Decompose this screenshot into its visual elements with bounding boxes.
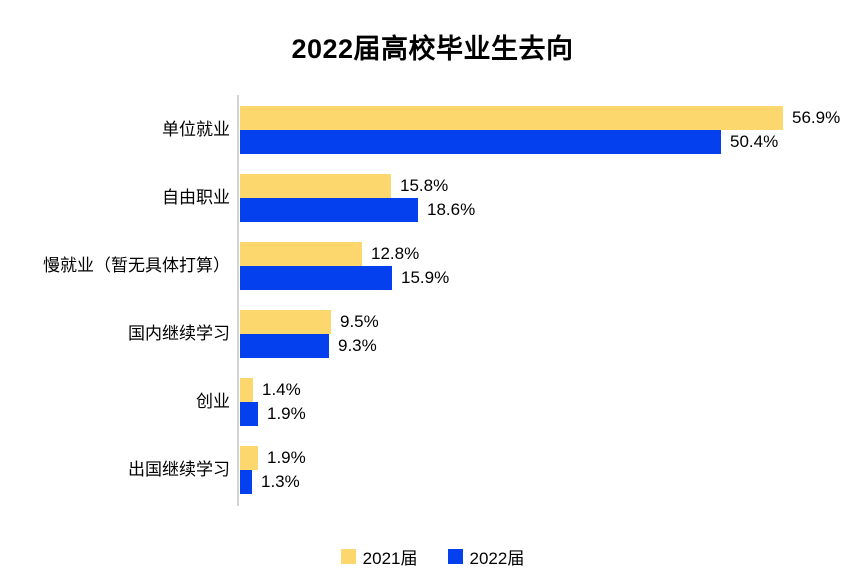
category-label: 自由职业 [162, 188, 230, 207]
category-label: 慢就业（暂无具体打算） [43, 256, 230, 275]
bar-row: 1.9% [240, 402, 306, 426]
bar-pair: 9.5% 9.3% [240, 310, 379, 358]
value-label: 56.9% [792, 108, 841, 127]
bar-row: 56.9% [240, 106, 840, 130]
legend-swatch [340, 549, 356, 564]
bar-pair: 12.8% 15.9% [240, 242, 449, 290]
legend-label: 2022届 [469, 549, 525, 568]
bar-2022届 [240, 266, 392, 290]
value-label: 1.3% [261, 472, 300, 491]
bar-2022届 [240, 130, 721, 154]
bar-row: 1.3% [240, 470, 306, 494]
bar-2021届 [240, 310, 331, 334]
bar-2022届 [240, 402, 258, 426]
bar-group: 慢就业（暂无具体打算） 12.8% 15.9% [0, 242, 865, 290]
legend-item: 2022届 [447, 544, 525, 569]
bar-pair: 1.4% 1.9% [240, 378, 306, 426]
bar-row: 12.8% [240, 242, 449, 266]
bar-row: 50.4% [240, 130, 840, 154]
value-label: 15.8% [400, 176, 449, 195]
legend: 2021届 2022届 [0, 544, 865, 569]
category-label: 创业 [196, 392, 230, 411]
value-label: 1.9% [267, 404, 306, 423]
bar-group: 创业 1.4% 1.9% [0, 378, 865, 426]
bar-2022届 [240, 470, 252, 494]
bar-2021届 [240, 106, 783, 130]
value-label: 18.6% [427, 200, 476, 219]
category-label: 单位就业 [162, 120, 230, 139]
value-label: 15.9% [401, 268, 450, 287]
legend-swatch [447, 549, 463, 564]
bar-pair: 1.9% 1.3% [240, 446, 306, 494]
bar-row: 18.6% [240, 198, 475, 222]
bar-pair: 15.8% 18.6% [240, 174, 475, 222]
bar-group: 出国继续学习 1.9% 1.3% [0, 446, 865, 494]
bar-pair: 56.9% 50.4% [240, 106, 840, 154]
value-label: 1.9% [267, 448, 306, 467]
value-label: 1.4% [262, 380, 301, 399]
bar-group: 单位就业 56.9% 50.4% [0, 106, 865, 154]
bar-groups: 单位就业 56.9% 50.4% 自由职业 15.8% 18.6% 慢就业（暂无具体打算） 1… [0, 106, 865, 494]
bar-group: 国内继续学习 9.5% 9.3% [0, 310, 865, 358]
bar-2022届 [240, 334, 329, 358]
bar-row: 1.9% [240, 446, 306, 470]
value-label: 9.5% [340, 312, 379, 331]
bar-2021届 [240, 242, 362, 266]
legend-item: 2021届 [340, 544, 418, 569]
plot-area: 单位就业 56.9% 50.4% 自由职业 15.8% 18.6% 慢就业（暂无具体打算） 1… [0, 95, 865, 506]
value-label: 50.4% [730, 132, 779, 151]
bar-2021届 [240, 446, 258, 470]
bar-2022届 [240, 198, 418, 222]
bar-row: 9.3% [240, 334, 379, 358]
category-label: 出国继续学习 [128, 460, 230, 479]
bar-2021届 [240, 378, 253, 402]
bar-row: 9.5% [240, 310, 379, 334]
bar-row: 1.4% [240, 378, 306, 402]
value-label: 12.8% [371, 244, 420, 263]
bar-row: 15.8% [240, 174, 475, 198]
legend-label: 2021届 [362, 549, 418, 568]
chart-title: 2022届高校毕业生去向 [291, 34, 574, 64]
category-label: 国内继续学习 [128, 324, 230, 343]
value-label: 9.3% [338, 336, 377, 355]
bar-row: 15.9% [240, 266, 449, 290]
bar-2021届 [240, 174, 391, 198]
y-axis-line [237, 95, 239, 506]
bar-group: 自由职业 15.8% 18.6% [0, 174, 865, 222]
